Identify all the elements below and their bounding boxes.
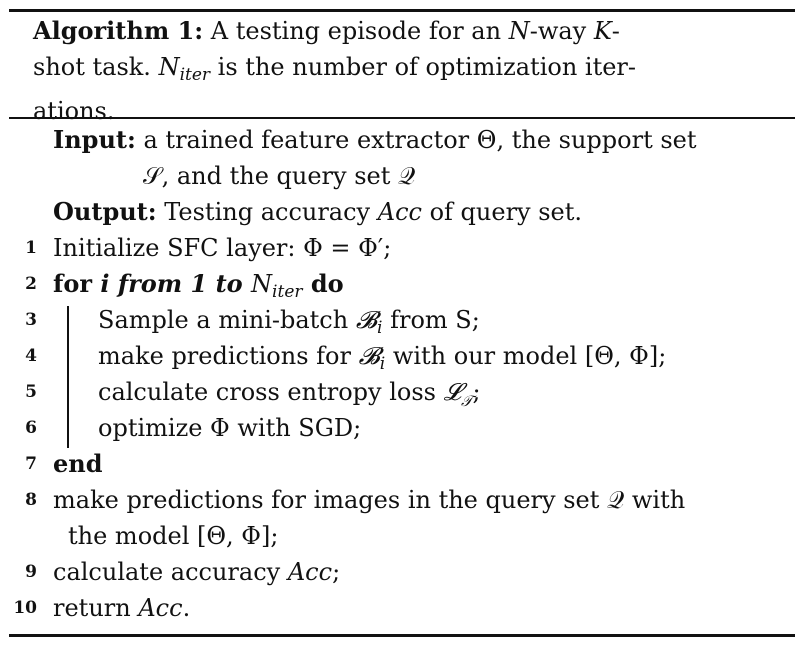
keyword-end: end bbox=[53, 449, 103, 478]
algo-line-6: 6 optimize Φ with SGD; bbox=[0, 410, 809, 446]
algo-line-2: 2 for i from 1 to Niter do bbox=[0, 266, 809, 302]
input-label: Input: bbox=[53, 125, 136, 154]
caption-text: shot task. bbox=[33, 53, 159, 81]
caption-text: is the number of optimization iter- bbox=[210, 53, 637, 81]
output-acc: Acc bbox=[377, 198, 422, 226]
line-text: make predictions for images in the query… bbox=[53, 486, 686, 514]
loop-N-sub: iter bbox=[272, 282, 303, 302]
input-text: a trained feature extractor Θ, the suppo… bbox=[135, 126, 697, 154]
line-text: Initialize SFC layer: Φ = Φ′; bbox=[53, 234, 392, 262]
algo-line-10: 10 return Acc. bbox=[0, 590, 809, 626]
acc-symbol: Acc bbox=[287, 558, 333, 586]
caption-label: Algorithm 1: bbox=[33, 16, 204, 45]
algo-line-5: 5 calculate cross entropy loss 𝓛𝒯; bbox=[0, 374, 809, 410]
line-number: 8 bbox=[25, 490, 37, 510]
line-number: 5 bbox=[25, 382, 37, 402]
input-line-2: 𝒮, and the query set 𝒬 bbox=[0, 158, 809, 194]
input-text-2: 𝒮, and the query set 𝒬 bbox=[143, 162, 416, 190]
line-text-end: from S; bbox=[382, 306, 480, 334]
output-text: Testing accuracy bbox=[156, 198, 378, 226]
line-text-end: ; bbox=[472, 378, 481, 406]
line-text: return bbox=[53, 594, 139, 622]
batch-sub: i bbox=[379, 354, 386, 374]
caption-line-2: shot task. Niter is the number of optimi… bbox=[33, 49, 733, 93]
algo-line-8: 8 make predictions for images in the que… bbox=[0, 482, 809, 518]
algo-line-7: 7 end bbox=[0, 446, 809, 482]
bottom-rule bbox=[9, 634, 795, 637]
line-number: 7 bbox=[25, 454, 37, 474]
line-text-cont: the model [Θ, Φ]; bbox=[68, 522, 279, 550]
algo-line-1: 1 Initialize SFC layer: Φ = Φ′; bbox=[0, 230, 809, 266]
line-text-end: with our model [Θ, Φ]; bbox=[385, 342, 667, 370]
loop-range: i from 1 to bbox=[91, 269, 252, 298]
output-label: Output: bbox=[53, 197, 157, 226]
keyword-for: for bbox=[53, 269, 92, 298]
batch-symbol: 𝓑 bbox=[358, 342, 380, 370]
caption-K: K bbox=[593, 17, 612, 45]
loop-body-bar bbox=[67, 306, 69, 448]
algorithm-caption: Algorithm 1: A testing episode for an N-… bbox=[33, 13, 733, 129]
output-text-end: of query set. bbox=[421, 198, 583, 226]
line-number: 10 bbox=[13, 598, 37, 618]
keyword-do: do bbox=[302, 269, 344, 298]
middle-rule bbox=[9, 117, 795, 119]
caption-niter-sub: iter bbox=[179, 65, 211, 85]
algo-line-3: 3 Sample a mini-batch 𝓑i from S; bbox=[0, 302, 809, 338]
line-text: optimize Φ with SGD; bbox=[98, 414, 362, 442]
caption-niter: N bbox=[158, 53, 180, 81]
acc-symbol: Acc bbox=[138, 594, 183, 622]
caption-N: N bbox=[508, 17, 530, 45]
caption-line-1: Algorithm 1: A testing episode for an N-… bbox=[33, 13, 733, 49]
line-number: 2 bbox=[25, 274, 37, 294]
caption-way: -way bbox=[529, 17, 594, 45]
algo-line-4: 4 make predictions for 𝓑i with our model… bbox=[0, 338, 809, 374]
loop-N: N bbox=[251, 270, 273, 298]
line-text: calculate accuracy bbox=[53, 558, 288, 586]
loss-symbol: 𝓛 bbox=[443, 378, 462, 406]
line-number: 6 bbox=[25, 418, 37, 438]
line-number: 9 bbox=[25, 562, 37, 582]
caption-text: A testing episode for an bbox=[203, 17, 509, 45]
line-number: 1 bbox=[25, 238, 37, 258]
line-text: Sample a mini-batch bbox=[98, 306, 356, 334]
line-text: make predictions for bbox=[98, 342, 359, 370]
algo-line-8-cont: the model [Θ, Φ]; bbox=[0, 518, 809, 554]
line-text: calculate cross entropy loss bbox=[98, 378, 444, 406]
line-number: 3 bbox=[25, 310, 37, 330]
input-line: Input: a trained feature extractor Θ, th… bbox=[0, 122, 809, 158]
batch-sub: i bbox=[377, 318, 383, 338]
loss-sub: 𝒯 bbox=[461, 392, 473, 410]
line-text-end: ; bbox=[332, 558, 341, 586]
caption-line-3: ations. bbox=[33, 97, 115, 125]
algo-line-9: 9 calculate accuracy Acc; bbox=[0, 554, 809, 590]
output-line: Output: Testing accuracy Acc of query se… bbox=[0, 194, 809, 230]
batch-symbol: 𝓑 bbox=[355, 306, 378, 334]
line-number: 4 bbox=[25, 346, 37, 366]
line-text-end: . bbox=[182, 594, 191, 622]
caption-dash: - bbox=[611, 17, 620, 45]
top-rule bbox=[9, 9, 795, 12]
